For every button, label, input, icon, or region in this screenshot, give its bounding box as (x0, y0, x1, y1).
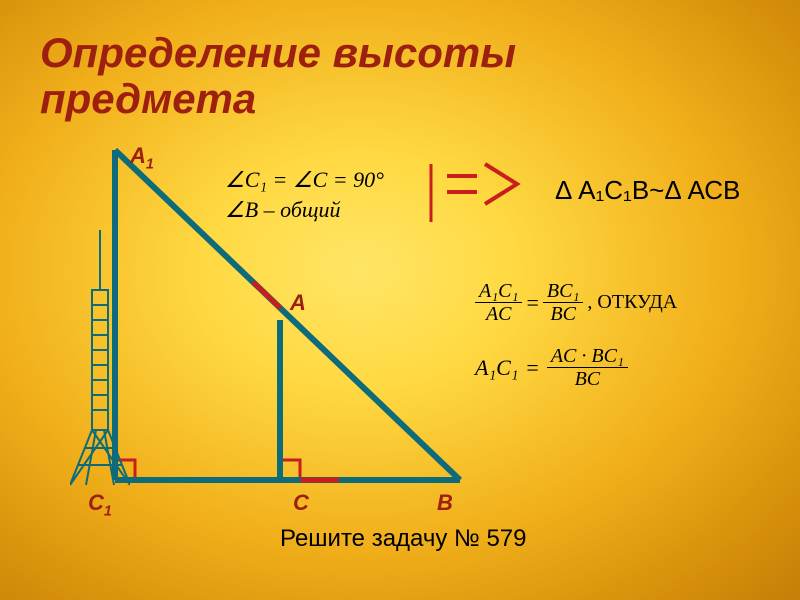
similarity-text: Δ А₁С₁В~Δ АСВ (555, 175, 740, 206)
tick-hypotenuse (255, 283, 280, 307)
label-a1: А1 (130, 143, 154, 172)
title-line2: предмета (40, 75, 256, 122)
label-c1: С1 (88, 490, 112, 519)
label-a: А (290, 290, 306, 316)
angle-conditions: ∠C₁ = ∠C = 90° ∠B – общий (225, 165, 384, 224)
angle-line2: ∠B – общий (225, 195, 384, 225)
implication-icon (425, 158, 535, 228)
title-line1: Определение высоты (40, 29, 516, 76)
ratio-equation: A₁C₁ AC = BC₁ BC , ОТКУДА A₁C₁ = AC · BC… (475, 280, 677, 408)
angle-line1: ∠C₁ = ∠C = 90° (225, 165, 384, 195)
task-text: Решите задачу № 579 (280, 525, 527, 553)
label-b: В (437, 490, 453, 516)
label-c: С (293, 490, 309, 516)
slide-title: Определение высоты предмета (40, 30, 516, 122)
right-angle-c (283, 460, 300, 477)
tower-icon (70, 230, 130, 495)
